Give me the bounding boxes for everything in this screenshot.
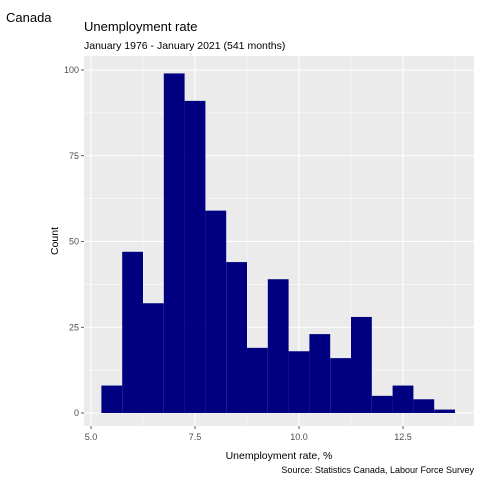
- histogram-bar: [247, 347, 268, 413]
- histogram-bar: [413, 399, 435, 413]
- chart-title: Unemployment rate: [84, 19, 197, 34]
- y-tick-label: 75: [69, 151, 79, 161]
- histogram-bar: [351, 316, 372, 413]
- x-tick-label: 7.5: [189, 432, 202, 442]
- x-axis-ticks: 5.0 7.5 10.0 12.5: [85, 426, 412, 442]
- source-caption: Source: Statistics Canada, Labour Force …: [281, 465, 474, 475]
- y-tick-label: 100: [64, 65, 79, 75]
- histogram-bar: [122, 251, 143, 413]
- y-axis-ticks: 0 25 50 75 100: [64, 65, 84, 418]
- histogram-bars: [101, 73, 455, 414]
- histogram-bar: [205, 210, 227, 413]
- x-tick-label: 5.0: [85, 432, 98, 442]
- histogram-bar: [163, 73, 185, 414]
- histogram-bar: [143, 303, 164, 413]
- histogram-bar: [371, 395, 393, 413]
- histogram-bar: [184, 100, 206, 414]
- y-axis-title: Count: [49, 227, 61, 255]
- histogram-bar: [288, 351, 310, 413]
- x-tick-label: 12.5: [394, 432, 412, 442]
- x-tick-label: 10.0: [290, 432, 308, 442]
- chart-subtitle: January 1976 - January 2021 (541 months): [84, 40, 285, 52]
- y-tick-label: 0: [74, 408, 79, 418]
- histogram-bar: [330, 358, 351, 413]
- histogram-bar: [309, 334, 331, 413]
- histogram-bar: [434, 409, 455, 413]
- histogram-bar: [101, 385, 123, 413]
- region-label: Canada: [6, 10, 52, 25]
- histogram-bar: [392, 385, 414, 413]
- histogram-bar: [226, 262, 247, 413]
- y-tick-label: 50: [69, 237, 79, 247]
- y-tick-label: 25: [69, 322, 79, 332]
- histogram-bar: [267, 279, 289, 413]
- x-axis-title: Unemployment rate, %: [226, 450, 333, 462]
